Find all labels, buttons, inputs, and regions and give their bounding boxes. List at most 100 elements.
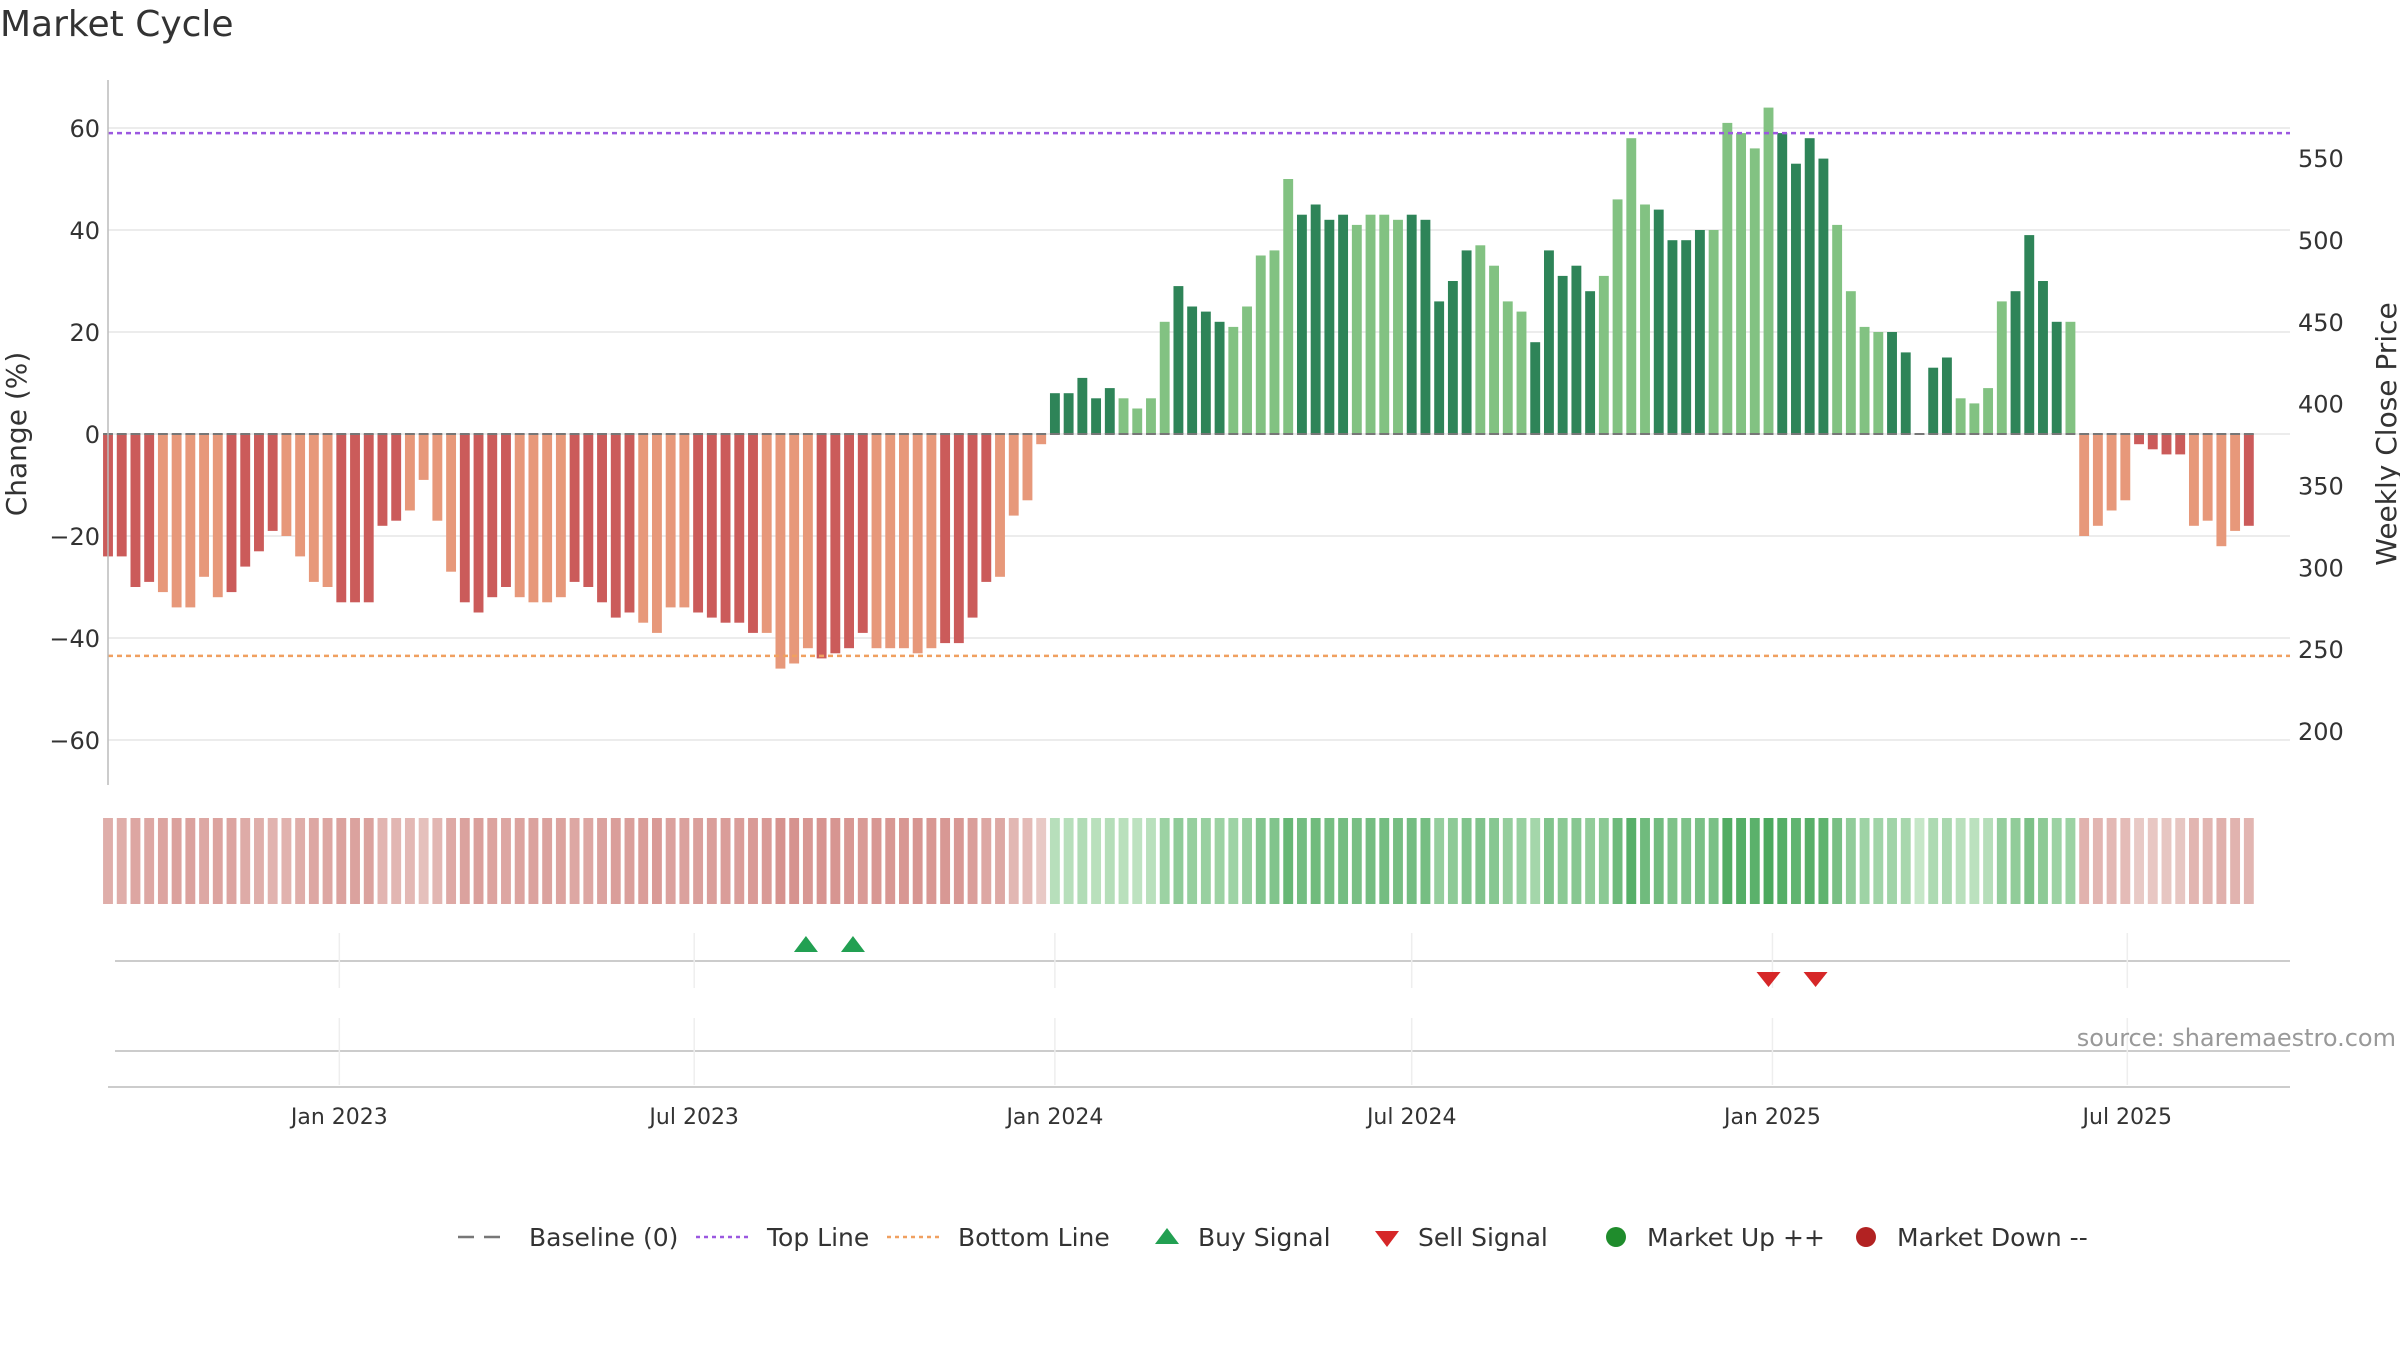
y2-tick-label: 400 <box>2298 391 2344 419</box>
heat-strip-cell <box>1269 818 1280 904</box>
heat-strip-cell <box>1296 818 1307 904</box>
heat-strip-cell <box>1434 818 1445 904</box>
change-bar <box>459 434 470 603</box>
heat-strip-cell <box>1214 818 1225 904</box>
change-bar <box>2188 434 2199 526</box>
heat-strip-cell <box>1406 818 1417 904</box>
heat-strip-cell <box>1393 818 1403 904</box>
heat-strip-cell <box>391 818 402 904</box>
heat-strip-cell <box>2243 818 2254 904</box>
heat-strip-cell <box>1722 818 1733 904</box>
heat-strip-cell <box>1708 818 1719 904</box>
heat-strip-cell <box>1626 818 1637 904</box>
heat-strip-cell <box>295 818 306 904</box>
change-bar <box>981 434 992 582</box>
change-bar <box>610 434 621 618</box>
change-bar <box>2230 434 2241 531</box>
change-bar <box>199 434 210 577</box>
change-bar <box>1667 240 1678 434</box>
heat-strip-cell <box>199 818 210 904</box>
heat-strip-cell <box>1955 818 1966 904</box>
change-bar <box>1489 265 1499 434</box>
change-bar <box>844 434 854 649</box>
change-bar <box>2175 434 2186 455</box>
change-bar <box>267 434 278 531</box>
heat-strip-cell <box>350 818 360 904</box>
heat-strip-cell <box>1598 818 1609 904</box>
heat-strip-cell <box>665 818 676 904</box>
change-bar <box>1351 224 1362 434</box>
change-bar <box>1708 230 1719 434</box>
heat-strip <box>103 818 2254 904</box>
bars-layer <box>103 107 2254 669</box>
y2-tick-label: 450 <box>2298 309 2344 337</box>
heat-strip-cell <box>459 818 470 904</box>
change-bar <box>1365 214 1376 434</box>
heat-strip-cell <box>748 818 758 904</box>
heat-strip-cell <box>1791 818 1801 904</box>
change-bar <box>1571 265 1582 434</box>
heat-strip-cell <box>1969 818 1980 904</box>
legend-item: Buy Signal <box>1155 1223 1331 1252</box>
heat-strip-cell <box>1118 818 1129 904</box>
buy-signal-marker <box>793 936 818 952</box>
change-bar <box>1859 326 1870 434</box>
change-bar <box>761 434 772 633</box>
change-bar <box>116 434 127 557</box>
change-bar <box>295 434 306 557</box>
heat-strip-cell <box>116 818 127 904</box>
change-bar <box>1077 377 1088 434</box>
heat-strip-cell <box>171 818 182 904</box>
heat-strip-cell <box>1049 818 1060 904</box>
x-tick-label: Jul 2024 <box>1365 1105 1457 1130</box>
heat-strip-cell <box>1763 818 1774 904</box>
change-bar <box>1557 275 1568 434</box>
change-bar <box>1791 163 1801 434</box>
heat-strip-cell <box>240 818 251 904</box>
change-bar <box>802 434 813 649</box>
heat-strip-cell <box>1859 818 1870 904</box>
heat-strip-cell <box>1159 818 1170 904</box>
heat-strip-cell <box>487 818 498 904</box>
heat-strip-cell <box>569 818 580 904</box>
change-bar <box>734 434 745 623</box>
axes-layer: −60 −40 −20 0 20 40 60 200 250 300 350 400 450 500 550… <box>0 80 2400 785</box>
change-bar <box>2243 434 2254 526</box>
heat-strip-cell <box>1063 818 1074 904</box>
x-tick-label: Jul 2023 <box>647 1105 739 1130</box>
legend-label: Buy Signal <box>1198 1223 1331 1252</box>
change-bar <box>130 434 141 587</box>
heat-strip-cell <box>830 818 841 904</box>
change-bar <box>1338 214 1349 434</box>
heat-strip-cell <box>1544 818 1554 904</box>
change-bar <box>1461 250 1472 434</box>
change-bar <box>569 434 580 582</box>
change-bar <box>1447 281 1458 434</box>
change-bar <box>1255 255 1266 434</box>
heat-strip-cell <box>2161 818 2172 904</box>
change-bar <box>212 434 223 598</box>
legend-label: Top Line <box>766 1223 869 1252</box>
change-bar <box>651 434 662 633</box>
heat-strip-cell <box>404 818 415 904</box>
change-bar <box>2134 434 2144 445</box>
change-bar <box>830 434 841 654</box>
change-bar <box>1118 398 1129 434</box>
change-bar <box>1214 321 1225 434</box>
heat-strip-cell <box>130 818 141 904</box>
sell-signal-marker <box>1756 972 1781 987</box>
heat-strip-cell <box>1022 818 1033 904</box>
x-tick-label: Jan 2025 <box>1722 1105 1821 1130</box>
change-bar <box>2024 235 2035 434</box>
heat-strip-cell <box>583 818 594 904</box>
change-bar <box>1928 367 1939 434</box>
heat-strip-cell <box>761 818 772 904</box>
change-bar <box>2120 434 2131 501</box>
heat-strip-cell <box>144 818 155 904</box>
buy-signal-marker <box>840 936 865 952</box>
heat-strip-cell <box>267 818 278 904</box>
change-bar <box>377 434 388 526</box>
change-bar <box>1269 250 1280 434</box>
change-bar <box>350 434 360 603</box>
